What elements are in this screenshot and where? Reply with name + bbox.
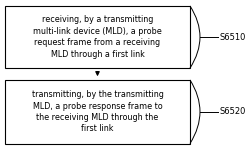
Text: S6510: S6510	[220, 33, 246, 41]
Bar	[5, 80, 190, 144]
Text: receiving, by a transmitting
multi-link device (MLD), a probe
request frame from: receiving, by a transmitting multi-link …	[33, 15, 162, 59]
Text: S6520: S6520	[220, 107, 246, 116]
Bar	[5, 6, 190, 68]
Text: transmitting, by the transmitting
MLD, a probe response frame to
the receiving M: transmitting, by the transmitting MLD, a…	[32, 90, 164, 133]
